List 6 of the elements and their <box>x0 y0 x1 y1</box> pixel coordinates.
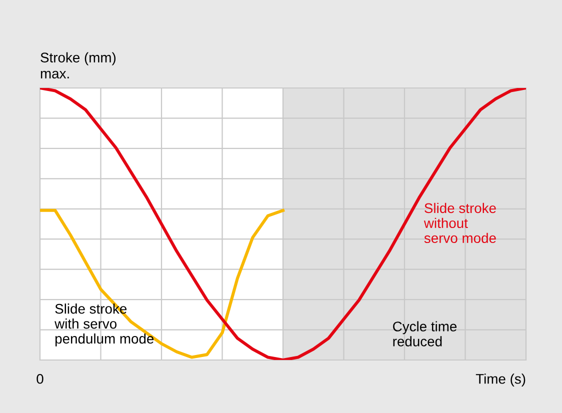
annotation: Cycle time reduced <box>393 321 457 346</box>
text: max. <box>40 70 69 78</box>
y-axis-title: Stroke (mm) <box>40 52 116 66</box>
x-axis-title: Time (s) <box>476 374 526 387</box>
series-label: Slide stroke without servo mode <box>424 202 496 244</box>
text: 0 <box>36 374 44 384</box>
